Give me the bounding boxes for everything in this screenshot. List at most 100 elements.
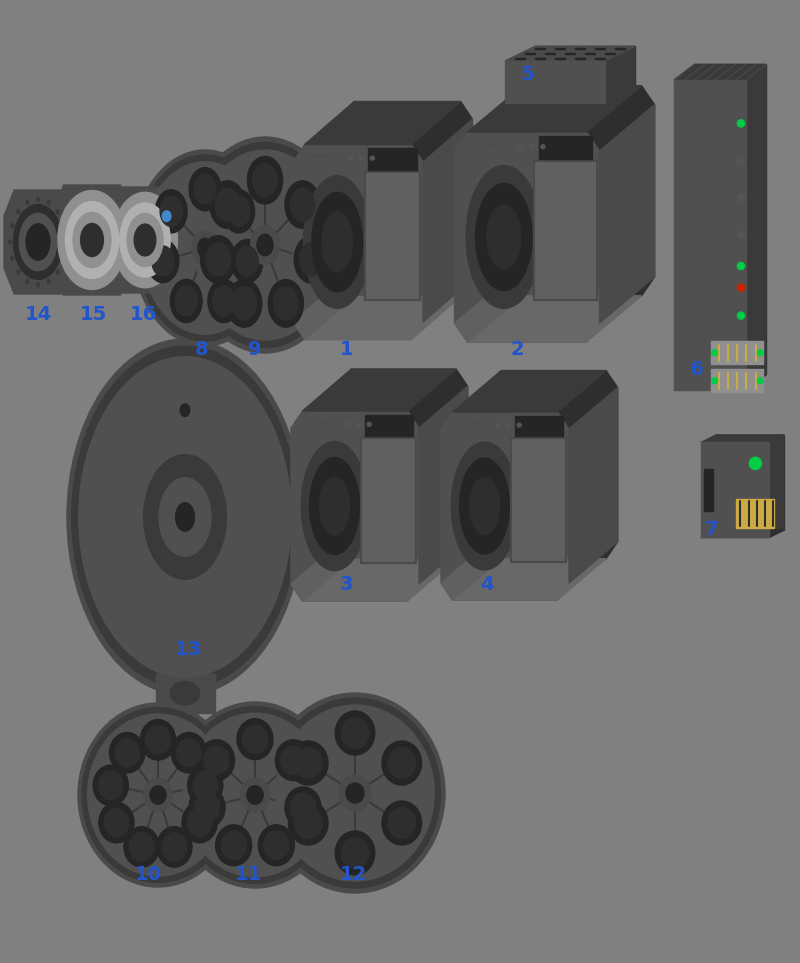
Polygon shape [366, 415, 413, 435]
Polygon shape [467, 296, 642, 342]
Ellipse shape [185, 137, 345, 353]
Ellipse shape [62, 256, 65, 260]
Ellipse shape [487, 205, 521, 269]
Polygon shape [305, 297, 461, 340]
Polygon shape [674, 65, 766, 80]
Ellipse shape [19, 214, 57, 271]
Ellipse shape [180, 403, 190, 416]
Ellipse shape [194, 150, 335, 340]
Polygon shape [614, 48, 626, 49]
Ellipse shape [257, 234, 273, 256]
Ellipse shape [253, 164, 278, 196]
Ellipse shape [162, 211, 171, 221]
Ellipse shape [341, 838, 369, 869]
Ellipse shape [152, 246, 174, 276]
Polygon shape [534, 58, 546, 59]
Ellipse shape [367, 423, 371, 427]
Polygon shape [535, 46, 635, 89]
Text: 5: 5 [520, 65, 534, 84]
Ellipse shape [17, 210, 20, 214]
Polygon shape [505, 61, 605, 103]
Ellipse shape [357, 423, 361, 427]
Ellipse shape [246, 786, 263, 804]
Ellipse shape [208, 279, 239, 323]
Polygon shape [441, 412, 569, 600]
Ellipse shape [127, 214, 163, 267]
Ellipse shape [147, 240, 178, 283]
Ellipse shape [133, 150, 277, 346]
Polygon shape [605, 53, 615, 54]
Ellipse shape [302, 441, 368, 571]
Polygon shape [454, 277, 522, 342]
Ellipse shape [37, 282, 39, 287]
Ellipse shape [175, 286, 198, 316]
Polygon shape [305, 102, 461, 144]
Ellipse shape [189, 787, 225, 828]
Polygon shape [674, 80, 746, 390]
Ellipse shape [72, 346, 298, 688]
Text: 15: 15 [80, 305, 107, 324]
Ellipse shape [289, 801, 328, 845]
Text: 7: 7 [705, 520, 718, 539]
Ellipse shape [110, 733, 145, 773]
Ellipse shape [26, 223, 50, 260]
Ellipse shape [142, 162, 268, 334]
Ellipse shape [310, 457, 359, 555]
Ellipse shape [115, 739, 139, 767]
Ellipse shape [67, 339, 303, 695]
Ellipse shape [518, 144, 522, 148]
Polygon shape [534, 162, 597, 300]
Polygon shape [736, 500, 774, 528]
Ellipse shape [451, 442, 518, 570]
Polygon shape [467, 86, 642, 132]
Ellipse shape [738, 284, 745, 291]
Ellipse shape [350, 156, 354, 160]
Polygon shape [585, 53, 595, 54]
Ellipse shape [216, 825, 252, 866]
Ellipse shape [319, 477, 350, 535]
Polygon shape [674, 375, 766, 390]
Ellipse shape [285, 787, 321, 828]
Polygon shape [701, 530, 784, 537]
Text: 3: 3 [340, 575, 354, 594]
Ellipse shape [162, 833, 186, 861]
Polygon shape [293, 279, 354, 340]
Ellipse shape [37, 197, 39, 201]
Polygon shape [694, 65, 766, 375]
Ellipse shape [388, 747, 416, 778]
Ellipse shape [276, 705, 434, 881]
Polygon shape [293, 144, 423, 340]
Ellipse shape [98, 771, 123, 799]
Ellipse shape [26, 279, 29, 283]
Ellipse shape [160, 196, 182, 226]
Ellipse shape [237, 718, 273, 760]
Polygon shape [711, 369, 763, 392]
Polygon shape [515, 416, 562, 436]
Ellipse shape [475, 183, 532, 291]
Polygon shape [54, 185, 130, 295]
Ellipse shape [120, 203, 170, 277]
Polygon shape [769, 435, 784, 537]
Ellipse shape [335, 831, 374, 875]
Ellipse shape [82, 708, 234, 882]
Ellipse shape [144, 778, 173, 812]
Ellipse shape [285, 181, 320, 228]
Ellipse shape [382, 801, 422, 845]
Ellipse shape [459, 458, 510, 554]
Polygon shape [454, 132, 599, 342]
Text: 9: 9 [248, 340, 262, 359]
Polygon shape [4, 190, 72, 294]
Ellipse shape [56, 270, 59, 274]
Ellipse shape [189, 168, 221, 211]
Ellipse shape [507, 423, 511, 428]
Ellipse shape [346, 783, 364, 803]
Ellipse shape [192, 230, 218, 266]
Ellipse shape [81, 223, 103, 256]
Polygon shape [701, 435, 784, 443]
Ellipse shape [517, 423, 521, 428]
Ellipse shape [265, 693, 445, 893]
Ellipse shape [137, 155, 274, 341]
Ellipse shape [194, 174, 216, 204]
Ellipse shape [66, 201, 118, 278]
Ellipse shape [47, 200, 50, 205]
